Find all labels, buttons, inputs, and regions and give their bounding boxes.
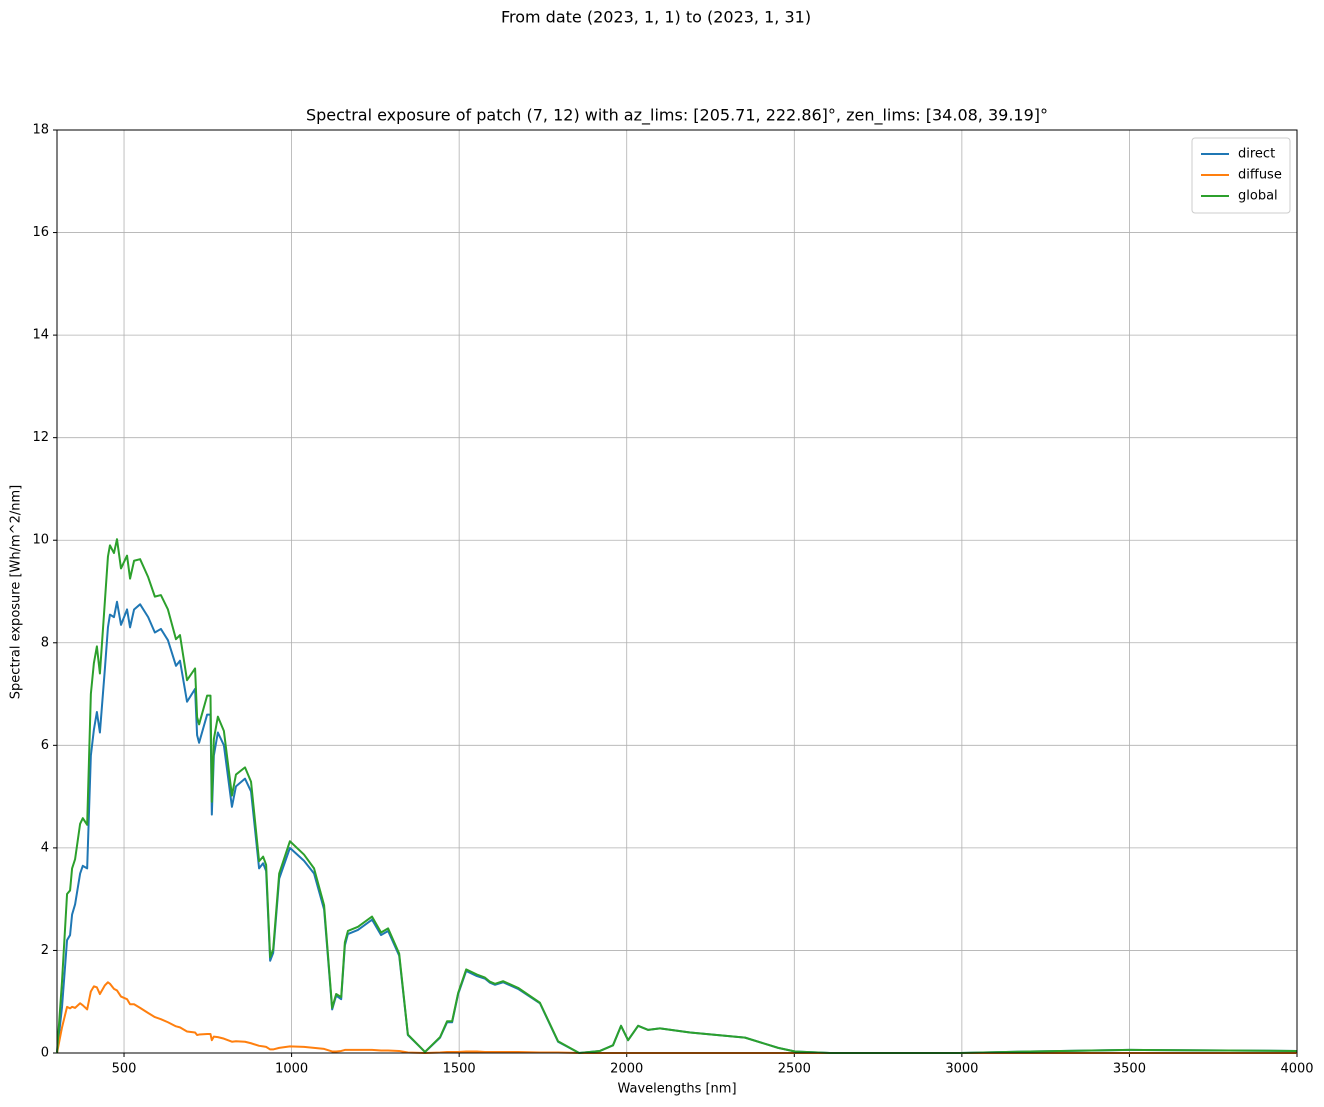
suptitle: From date (2023, 1, 1) to (2023, 1, 31) — [501, 8, 811, 27]
y-tick-label: 0 — [41, 1046, 49, 1061]
y-tick-label: 6 — [41, 738, 49, 753]
y-tick-label: 10 — [32, 533, 49, 548]
legend-label: global — [1238, 189, 1278, 204]
line — [56, 981, 1297, 1054]
x-tick-label: 3000 — [945, 1062, 978, 1077]
line — [56, 600, 1298, 1054]
x-tick-label: 3500 — [1113, 1062, 1146, 1077]
chart-title: Spectral exposure of patch (7, 12) with … — [306, 106, 1048, 126]
legend-box — [1191, 137, 1291, 214]
x-tick-label: 1000 — [275, 1062, 308, 1077]
y-tick-label: 12 — [32, 430, 49, 445]
x-tick-label: 2500 — [778, 1062, 811, 1077]
y-tick-label: 4 — [41, 840, 49, 855]
plot-frame — [56, 129, 1298, 1054]
line — [56, 538, 1298, 1054]
x-tick-label: 1500 — [443, 1062, 476, 1077]
x-tick-label: 2000 — [610, 1062, 643, 1077]
y-tick-label: 14 — [32, 328, 49, 343]
legend-label: direct — [1238, 147, 1275, 162]
y-tick-label: 8 — [41, 635, 49, 650]
legend-label: diffuse — [1238, 168, 1282, 183]
x-tick-label: 500 — [112, 1062, 137, 1077]
x-axis-label: Wavelengths [nm] — [617, 1082, 736, 1097]
y-tick-label: 16 — [32, 225, 49, 240]
x-tick-label: 4000 — [1280, 1062, 1313, 1077]
y-tick-label: 2 — [41, 943, 49, 958]
y-axis-label: Spectral exposure [Wh/m^2/nm] — [9, 485, 24, 699]
y-tick-label: 18 — [32, 123, 49, 138]
